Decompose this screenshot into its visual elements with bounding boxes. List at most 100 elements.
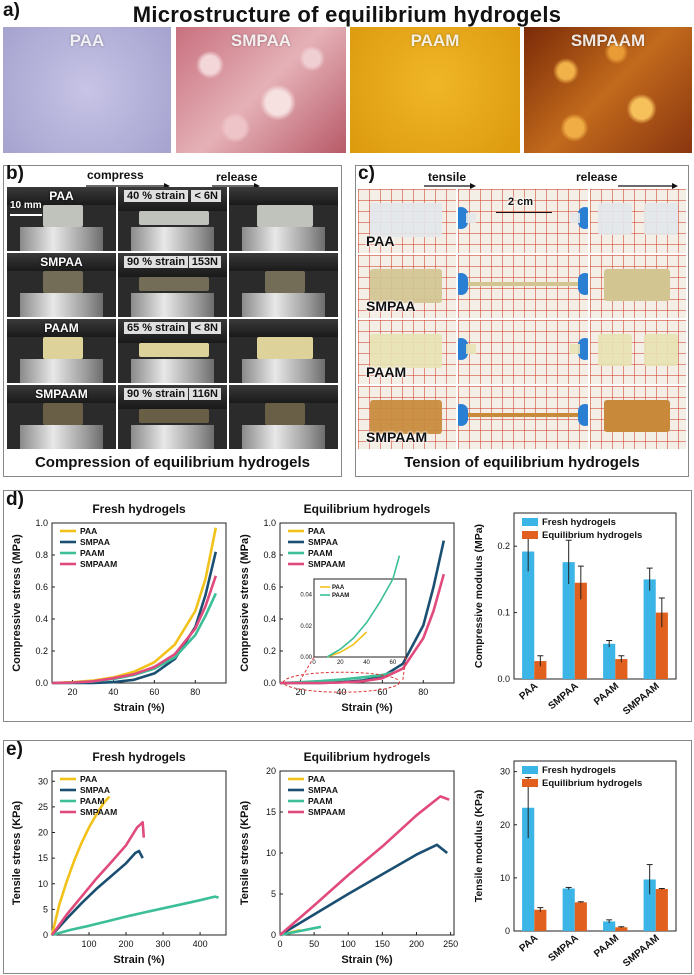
chart-compressive-modulus: 0.0 0.1 0.2 Compressive modulus (MPa) PAA SMP… xyxy=(473,512,677,718)
broken-sample xyxy=(570,213,580,223)
x-tick-label: 300 xyxy=(156,939,171,949)
chart-fresh-tension: Fresh hydrogels 0 5 10 15 20 25 30 100 200 300 400 S… xyxy=(11,750,227,966)
panel-e: e) Fresh hydrogels 0 5 10 15 20 25 30 100 200 300 4… xyxy=(3,739,692,974)
hydrogel-sample xyxy=(264,271,305,293)
hydrogel-sample xyxy=(138,211,209,225)
legend-entry: PAAM xyxy=(308,796,332,806)
y-axis-label: Compressive modulus (MPa) xyxy=(473,524,485,668)
x-tick-label: 100 xyxy=(82,939,97,949)
tension-photo xyxy=(590,320,686,384)
x-category-label: SMPAAM xyxy=(621,681,662,718)
x-tick-label: 100 xyxy=(341,939,356,949)
y-axis-label: Tensile stress (KPa) xyxy=(239,800,251,905)
hydrogel-sample xyxy=(42,205,83,227)
y-axis-label: Compressive stress (MPa) xyxy=(11,534,23,672)
panel-c: c) tensile release PAA SMPAA PAAM SMPAAM 2 c… xyxy=(355,163,689,477)
inset-x-tick: 60 xyxy=(390,660,397,666)
micrograph-paa: PAA xyxy=(3,27,171,153)
hydrogel-sample xyxy=(42,271,83,293)
strain-label: 90 % strain xyxy=(124,388,189,400)
series-line-paam xyxy=(51,592,217,685)
series-line-smpaam xyxy=(51,575,218,685)
hydrogel-sample xyxy=(370,334,442,368)
force-label: 153N xyxy=(188,256,221,268)
inset-y-tick: 0.04 xyxy=(300,593,312,599)
tensile-label: tensile xyxy=(428,170,467,184)
x-category-label: PAAM xyxy=(592,933,621,960)
legend-entry: PAAM xyxy=(308,548,332,558)
y-axis-label: Tensile stress (KPa) xyxy=(11,800,23,905)
tension-photo: PAAM xyxy=(358,320,456,384)
y-tick-label: 0.4 xyxy=(35,614,48,624)
inset-y-tick: 0.02 xyxy=(300,624,312,630)
x-axis-label: Strain (%) xyxy=(341,702,393,714)
top-platen xyxy=(7,385,116,403)
micrograph-smpaa-label: SMPAA xyxy=(230,31,292,50)
y-tick-label: 0 xyxy=(43,930,48,940)
broken-sample xyxy=(466,213,476,223)
chart-title: Equilibrium hydrogels xyxy=(304,502,431,516)
chart-fresh-compression: Fresh hydrogels 0.0 0.2 0.4 0.6 0.8 1.0 20 40 60 8… xyxy=(11,502,227,714)
y-tick-label: 0.6 xyxy=(35,582,48,592)
bar-smpaam-fresh xyxy=(643,879,656,931)
compression-photo: 40 % strain < 6N xyxy=(118,187,227,251)
x-tick-label: 150 xyxy=(375,939,390,949)
legend-entry: Fresh hydrogels xyxy=(542,517,616,528)
y-tick-label: 0.2 xyxy=(263,646,276,656)
x-tick-label: 20 xyxy=(295,687,305,697)
top-platen xyxy=(229,319,338,337)
legend-entry: Equilibrium hydrogels xyxy=(542,530,642,541)
chart-title: Fresh hydrogels xyxy=(92,502,186,516)
strain-label: 40 % strain xyxy=(124,190,189,202)
y-tick-label: 15 xyxy=(266,807,276,817)
x-tick-label: 50 xyxy=(309,939,319,949)
compression-photo: 90 % strain 153N xyxy=(118,253,227,317)
x-tick-label: 60 xyxy=(377,687,387,697)
y-tick-label: 0.6 xyxy=(263,582,276,592)
series-line-smpaam xyxy=(280,573,446,685)
grip-right xyxy=(578,338,588,360)
y-tick-label: 20 xyxy=(266,766,276,776)
legend-entry: SMPAAM xyxy=(80,559,117,569)
sample-name: SMPAA xyxy=(366,298,416,314)
tension-photo: PAA xyxy=(358,189,456,253)
micrograph-paam: PAAM xyxy=(350,27,520,153)
bottom-platen xyxy=(131,425,214,449)
fragment-sample xyxy=(598,334,632,366)
legend-entry: PAAM xyxy=(80,796,104,806)
sample-name: PAA xyxy=(49,189,74,203)
y-tick-label: 10 xyxy=(266,848,276,858)
y-tick-label: 0.2 xyxy=(497,541,510,551)
x-category-label: PAA xyxy=(517,681,540,703)
plot-frame xyxy=(513,512,677,680)
plot-frame xyxy=(279,522,455,684)
inset-frame xyxy=(313,578,407,658)
panel-e-label: e) xyxy=(6,739,23,760)
zoom-ellipse xyxy=(282,671,400,693)
legend-entry: PAA xyxy=(80,526,97,536)
compression-photo xyxy=(229,385,338,449)
bottom-platen xyxy=(242,227,325,251)
top-platen xyxy=(7,319,116,337)
y-tick-label: 30 xyxy=(500,767,510,777)
x-tick-label: 0 xyxy=(277,939,282,949)
x-category-label: PAAM xyxy=(592,681,621,708)
hydrogel-sample xyxy=(370,203,442,237)
legend-entry: PAAM xyxy=(80,548,104,558)
panel-b-caption: Compression of equilibrium hydrogels xyxy=(34,454,311,471)
bottom-platen xyxy=(20,425,103,449)
zoom-connector xyxy=(300,656,315,681)
x-category-label: SMPAA xyxy=(547,933,581,964)
strain-label: 65 % strain xyxy=(124,322,189,334)
sample-name: SMPAAM xyxy=(366,429,428,445)
bar-paam-fresh xyxy=(603,921,616,931)
tension-photo: SMPAA xyxy=(358,254,456,318)
fragment-sample xyxy=(644,334,678,366)
recovered-sample xyxy=(604,399,670,432)
panel-d-label: d) xyxy=(6,489,24,510)
inset-x-tick: 20 xyxy=(337,660,344,666)
hydrogel-sample xyxy=(264,403,305,425)
series-line-paa xyxy=(50,795,111,936)
x-axis-label: Strain (%) xyxy=(113,702,165,714)
